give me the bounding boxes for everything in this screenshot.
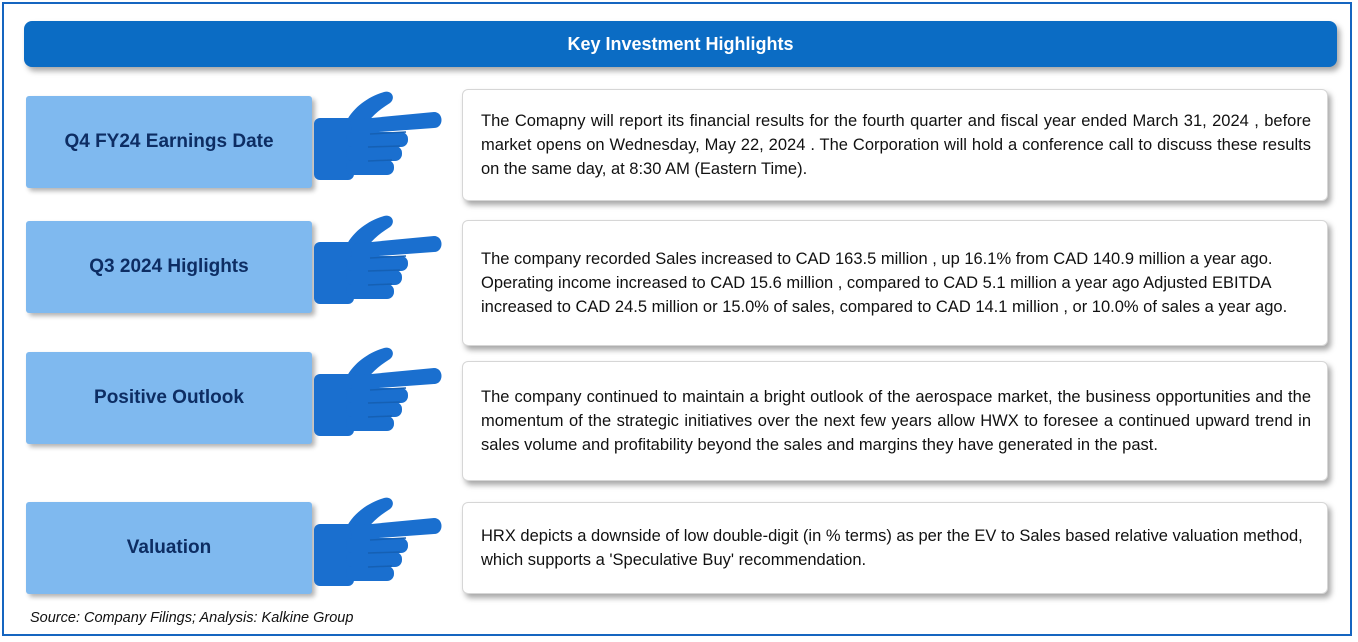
row-description: The company recorded Sales increased to …: [481, 250, 1288, 316]
row-label: Positive Outlook: [94, 387, 244, 408]
page-title: Key Investment Highlights: [24, 21, 1337, 67]
source-note: Source: Company Filings; Analysis: Kalki…: [30, 610, 353, 626]
desc-earnings-date: The Comapny will report its financial re…: [462, 89, 1328, 201]
desc-valuation: HRX depicts a downside of low double-dig…: [462, 502, 1328, 594]
source-text: Source: Company Filings; Analysis: Kalki…: [30, 610, 354, 626]
header-title: Key Investment Highlights: [567, 33, 794, 54]
row-description: The Comapny will report its financial re…: [481, 112, 1311, 178]
row-label: Q3 2024 Higlights: [89, 256, 249, 277]
row-label: Q4 FY24 Earnings Date: [64, 131, 274, 152]
pointing-hand-icon: [313, 346, 443, 437]
pointing-hand-icon: [313, 214, 443, 305]
desc-positive-outlook: The company continued to maintain a brig…: [462, 361, 1328, 481]
pointing-hand-icon: [313, 496, 443, 587]
label-valuation: Valuation: [26, 502, 312, 594]
label-earnings-date: Q4 FY24 Earnings Date: [26, 96, 312, 188]
desc-q3-highlights: The company recorded Sales increased to …: [462, 220, 1328, 346]
row-label: Valuation: [126, 537, 212, 558]
row-description: HRX depicts a downside of low double-dig…: [481, 527, 1303, 569]
row-description: The company continued to maintain a brig…: [481, 388, 1311, 454]
pointing-hand-icon: [313, 90, 443, 181]
label-q3-highlights: Q3 2024 Higlights: [26, 221, 312, 313]
label-positive-outlook: Positive Outlook: [26, 352, 312, 444]
